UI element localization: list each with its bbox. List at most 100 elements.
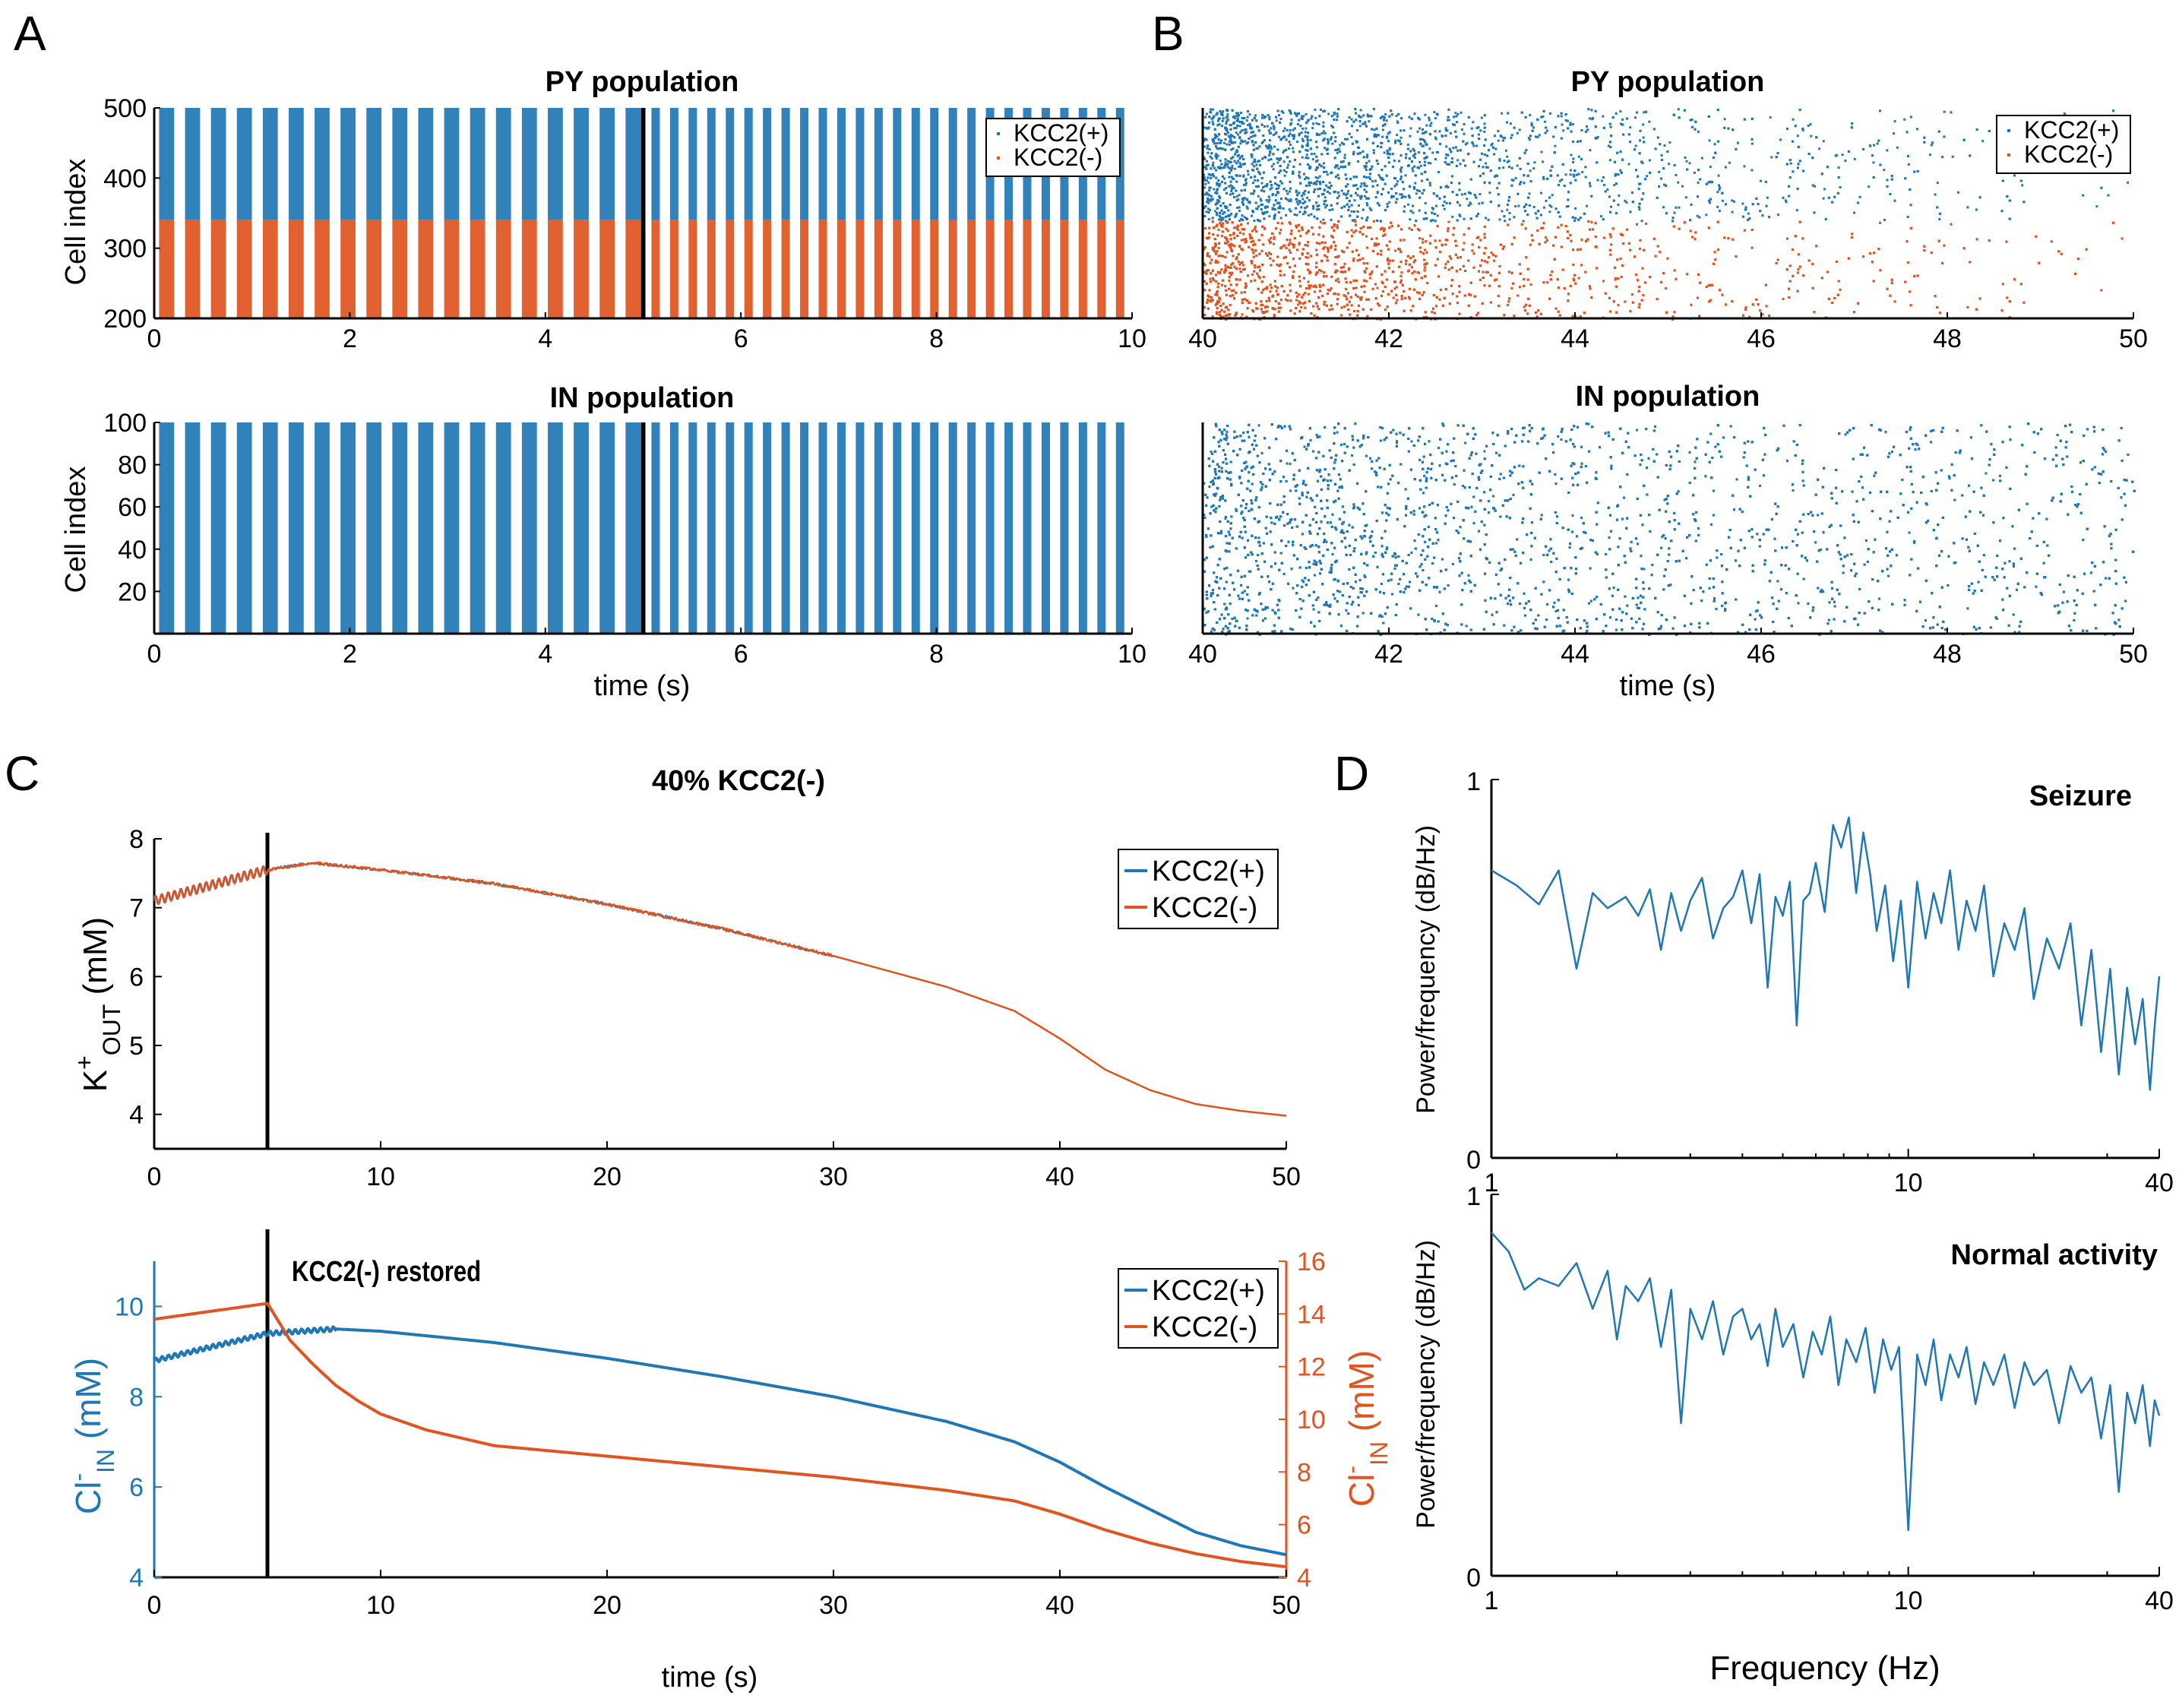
- raster-burst-0-7: [340, 108, 356, 220]
- raster-burst-0-11: [444, 422, 460, 634]
- raster-dot-0-2731: [1425, 156, 1428, 159]
- raster-dot-0-205: [1542, 176, 1545, 179]
- raster-burst-0-25: [763, 422, 772, 634]
- raster-dot-0-2918: [1320, 131, 1324, 134]
- raster-dot-0-657: [1273, 203, 1276, 206]
- raster-dot-0-2716: [1226, 131, 1229, 134]
- raster-dot-0-3346: [1463, 123, 1466, 126]
- raster-dot-0-3215: [1231, 187, 1234, 190]
- raster-dot-0-2522: [1645, 110, 1648, 113]
- raster-dot-0-3149: [1455, 135, 1458, 138]
- raster-dot-0-381: [1365, 165, 1368, 168]
- raster-dot-0-2582: [1210, 152, 1213, 155]
- raster-dot-0-3041: [1225, 143, 1229, 146]
- raster-dot-0-532: [1396, 180, 1399, 183]
- raster-dot-0-3496: [1245, 131, 1248, 134]
- raster-dot-0-3342: [1797, 145, 1800, 148]
- raster-dot-0-519: [1684, 156, 1687, 159]
- raster-dot-0-3403: [1230, 141, 1233, 144]
- raster-dot-0-2598: [1871, 154, 1874, 157]
- raster-dot-0-3133: [1236, 117, 1239, 120]
- raster-dot-0-3395: [1280, 110, 1283, 113]
- raster-dot-0-29: [1445, 201, 1448, 204]
- raster-dot-0-3592: [1381, 179, 1384, 182]
- raster-dot-0-2499: [1289, 110, 1292, 113]
- raster-dot-0-2432: [1510, 166, 1513, 169]
- raster-dot-0-2800: [1315, 141, 1318, 144]
- raster-dot-0-2842: [1275, 115, 1278, 119]
- raster-burst-0-9: [392, 108, 408, 220]
- raster-dot-0-591: [1307, 214, 1310, 217]
- raster-dot-0-2461: [1343, 157, 1346, 160]
- raster-dot-0-3252: [1246, 207, 1249, 210]
- raster-dot-0-3446: [1721, 191, 1724, 195]
- raster-dot-0-2901: [1788, 176, 1792, 179]
- raster-dot-0-2570: [1501, 139, 1504, 142]
- raster-dot-0-2610: [1413, 165, 1416, 168]
- raster-dot-0-110: [1584, 176, 1587, 179]
- raster-dot-0-3154: [1431, 207, 1434, 210]
- raster-dot-0-2517: [1265, 199, 1268, 202]
- raster-dot-0-3245: [1380, 177, 1384, 180]
- raster-dot-0-3474: [1232, 192, 1235, 195]
- raster-dot-0-3549: [1529, 180, 1532, 183]
- raster-dot-0-2495: [1315, 155, 1318, 158]
- raster-dot-0-3429: [1537, 210, 1540, 213]
- raster-dot-0-2669: [1330, 204, 1333, 207]
- raster-dot-0-2619: [1594, 109, 1597, 112]
- raster-dot-0-3083: [1525, 149, 1528, 152]
- raster-dot-0-2836: [1336, 197, 1339, 200]
- raster-dot-0-2601: [1557, 115, 1560, 118]
- raster-dot-0-3528: [1279, 121, 1282, 124]
- raster-dot-0-391: [1242, 174, 1245, 177]
- raster-burst-1-3: [236, 220, 252, 318]
- raster-dot-0-2422: [1279, 117, 1282, 120]
- raster-burst-1-10: [418, 220, 434, 318]
- raster-dot-0-88: [1685, 160, 1688, 163]
- raster-dot-0-2474: [1406, 147, 1409, 150]
- raster-dot-0-3062: [1307, 119, 1310, 122]
- raster-dot-0-79: [1366, 153, 1369, 157]
- raster-dot-0-352: [1638, 208, 1641, 211]
- raster-dot-0-3590: [1210, 198, 1213, 201]
- raster-dot-0-617: [1606, 188, 1609, 191]
- raster-dot-0-3013: [1308, 167, 1311, 170]
- raster-dot-0-2944: [1374, 179, 1377, 182]
- raster-dot-0-3597: [1284, 197, 1287, 200]
- raster-dot-0-3178: [1621, 158, 1624, 161]
- raster-dot-0-134: [1293, 112, 1296, 115]
- raster-dot-0-3493: [1271, 207, 1274, 210]
- raster-dot-0-373: [1516, 131, 1519, 134]
- raster-dot-0-535: [1282, 207, 1285, 210]
- raster-dot-0-440: [1239, 163, 1242, 166]
- chart-a-py-ylabel: Cell index: [60, 159, 92, 286]
- raster-dot-0-330: [1463, 217, 1466, 220]
- raster-burst-0-31: [874, 108, 883, 220]
- raster-dot-0-2387: [1602, 126, 1605, 129]
- raster-dot-0-273: [1350, 210, 1353, 213]
- raster-dot-0-2510: [1205, 164, 1208, 167]
- raster-dot-0-3213: [1276, 157, 1279, 160]
- raster-dot-0-2917: [1235, 162, 1238, 165]
- raster-dot-0-511: [1386, 149, 1389, 152]
- raster-dot-0-715: [1322, 121, 1325, 124]
- raster-dot-0-2792: [1220, 180, 1223, 183]
- raster-dot-0-322: [1445, 163, 1448, 166]
- raster-dot-0-3536: [1785, 163, 1788, 166]
- raster-dot-0-3145: [1356, 194, 1359, 197]
- raster-dot-0-396: [1278, 184, 1281, 187]
- raster-dot-0-3271: [1450, 150, 1453, 153]
- raster-dot-0-2845: [1301, 140, 1305, 143]
- raster-dot-0-3424: [1273, 217, 1276, 220]
- raster-dot-0-3520: [1233, 127, 1236, 130]
- raster-dot-0-3198: [1229, 160, 1232, 163]
- raster-dot-0-3201: [1257, 129, 1260, 132]
- raster-dot-0-3221: [1229, 203, 1232, 206]
- raster-dot-0-3277: [1610, 134, 1613, 138]
- A2-ytick-label-0: 20: [118, 577, 147, 606]
- raster-burst-1-8: [366, 220, 382, 318]
- A2-xtick-label-5: 10: [1118, 640, 1146, 669]
- raster-dot-0-2634: [1283, 135, 1286, 138]
- raster-dot-0-2759: [1639, 129, 1642, 132]
- raster-dot-0-3115: [1484, 138, 1487, 141]
